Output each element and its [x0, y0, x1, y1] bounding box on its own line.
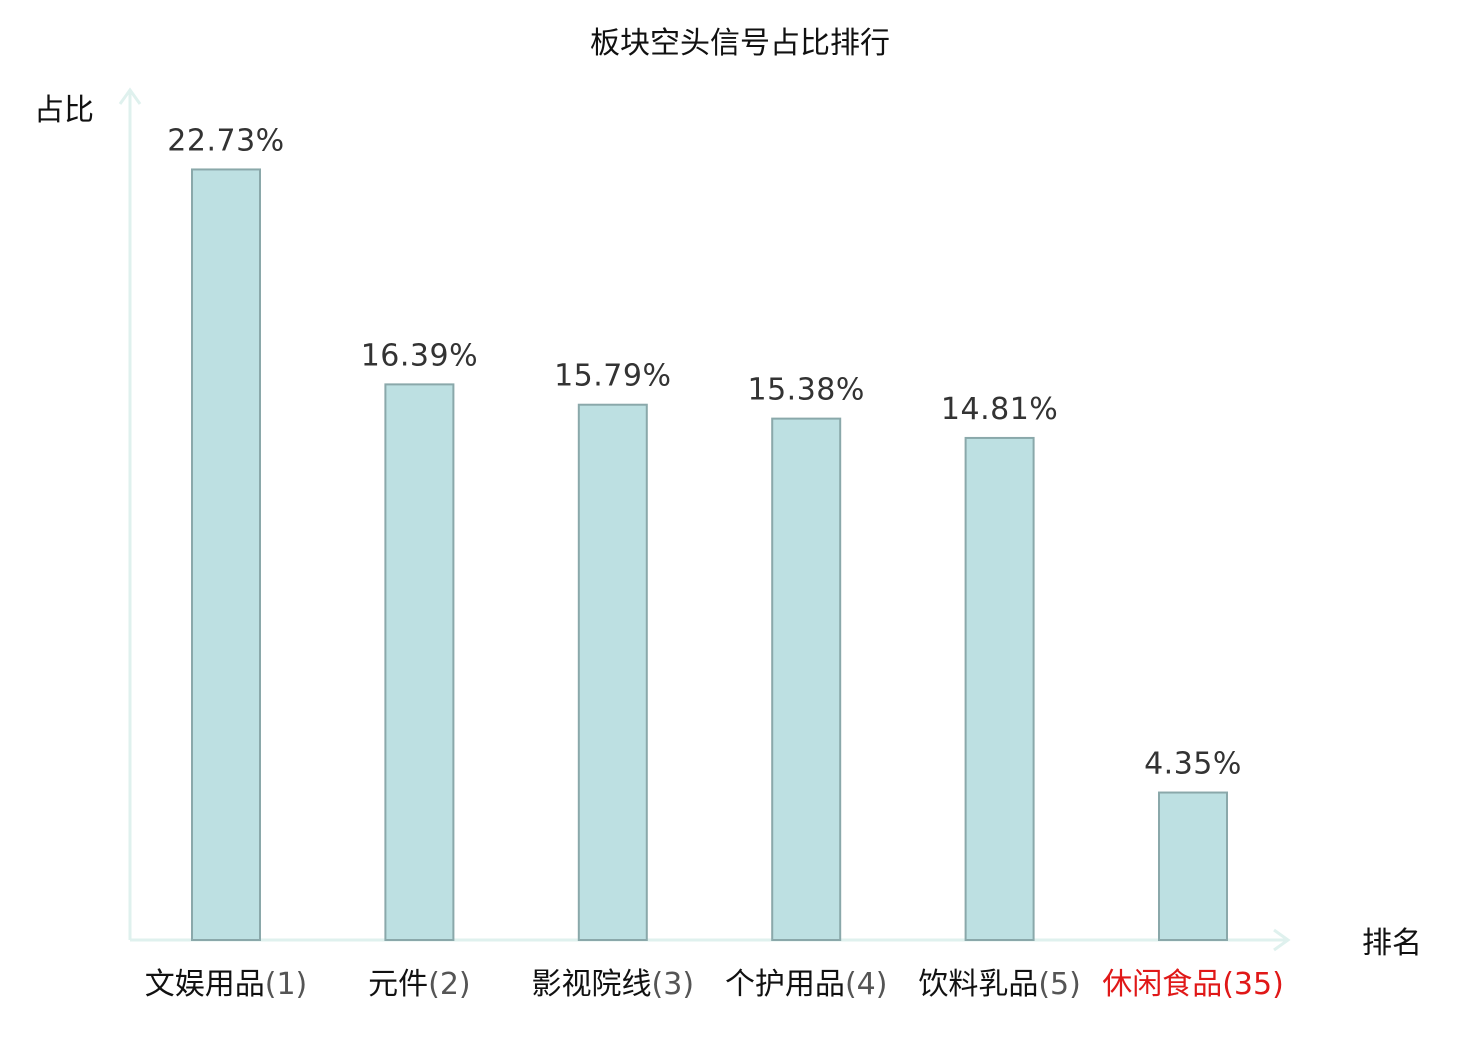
bar [384, 383, 455, 941]
bar-value-label: 15.38% [748, 373, 865, 408]
y-axis-arrow [118, 87, 142, 105]
bar-value-label: 14.81% [941, 392, 1058, 427]
tick-rank: (5) [1038, 967, 1081, 1002]
tick-category-name: 休闲食品 [1102, 967, 1222, 1002]
bar-value-label: 16.39% [361, 338, 478, 373]
tick-category-name: 个护用品 [725, 967, 845, 1002]
x-tick-label: 影视院线(3) [532, 967, 695, 1002]
x-tick-label: 休闲食品(35) [1102, 967, 1284, 1002]
tick-label-group: 文娱用品(1) 元件(2) 影视院线(3) 个护用品(4) 饮料乳品(5) 休闲食品(35… [145, 967, 1284, 1002]
value-label-group: 22.73% 16.39% 15.79% 15.38% 14.81% 4.35% [167, 123, 1242, 782]
bar [191, 168, 261, 941]
bar-group [191, 168, 1228, 942]
bar [964, 436, 1035, 941]
x-tick-label: 文娱用品(1) [145, 967, 308, 1002]
bar [1158, 791, 1228, 941]
tick-rank: (35) [1222, 967, 1284, 1002]
tick-category-name: 饮料乳品 [918, 967, 1038, 1002]
x-axis-label: 排名 [1362, 926, 1422, 961]
tick-category-name: 影视院线 [532, 967, 652, 1002]
chart-title: 板块空头信号占比排行 [590, 26, 890, 61]
axes [118, 87, 1291, 952]
tick-rank: (4) [845, 967, 888, 1002]
bar [577, 403, 648, 941]
tick-rank: (3) [652, 967, 695, 1002]
x-tick-label: 元件(2) [368, 967, 471, 1002]
bar-value-label: 15.79% [554, 359, 671, 394]
y-axis-label: 占比 [34, 93, 94, 128]
bar-value-label: 4.35% [1144, 747, 1242, 782]
x-axis-arrow [1273, 928, 1291, 952]
x-tick-label: 个护用品(4) [725, 967, 888, 1002]
bar [771, 417, 842, 942]
tick-category-name: 文娱用品 [145, 967, 265, 1002]
x-tick-label: 饮料乳品(5) [918, 967, 1081, 1002]
tick-rank: (2) [428, 967, 471, 1002]
tick-category-name: 元件 [368, 967, 428, 1002]
bar-value-label: 22.73% [167, 123, 284, 158]
tick-rank: (1) [265, 967, 308, 1002]
